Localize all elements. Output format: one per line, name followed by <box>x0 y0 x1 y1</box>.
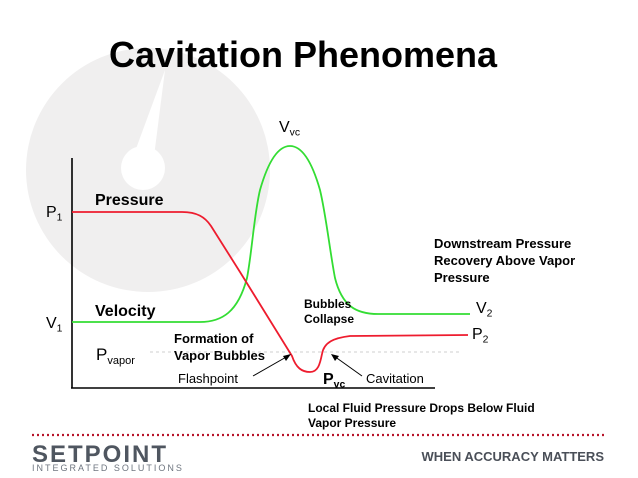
pvc-label: Pvc <box>323 371 346 391</box>
vvc-label: Vvc <box>279 119 301 139</box>
p2-label: P2 <box>472 326 489 346</box>
p1-label: P1 <box>46 204 63 224</box>
footer-tagline: WHEN ACCURACY MATTERS <box>421 449 604 464</box>
pressure-label: Pressure <box>95 192 164 209</box>
pvapor-label: Pvapor <box>96 345 135 367</box>
downstream-recovery-label: Downstream Pressure Recovery Above Vapor… <box>434 236 576 285</box>
watermark-needle <box>130 70 165 172</box>
flashpoint-arrow <box>252 354 291 377</box>
velocity-curve <box>72 145 470 323</box>
setpoint-logo: SETPOINT <box>32 441 169 468</box>
flashpoint-label: Flashpoint <box>178 371 238 386</box>
slide-title: Cavitation Phenomena <box>109 34 498 75</box>
v1-label: V1 <box>46 315 63 335</box>
local-pressure-label: Local Fluid Pressure Drops Below Fluid V… <box>308 401 535 430</box>
pressure-curve <box>72 211 469 373</box>
setpoint-logo-subtitle: INTEGRATED SOLUTIONS <box>32 463 184 473</box>
watermark-gauge-logo <box>26 48 270 292</box>
formation-label: Formation of Vapor Bubbles <box>174 331 266 363</box>
velocity-label: Velocity <box>95 303 156 320</box>
bubbles-collapse-label: Bubbles Collapse <box>304 297 355 326</box>
v2-label: V2 <box>476 300 493 320</box>
cavitation-label: Cavitation <box>366 371 424 386</box>
cavitation-arrow <box>331 354 363 377</box>
